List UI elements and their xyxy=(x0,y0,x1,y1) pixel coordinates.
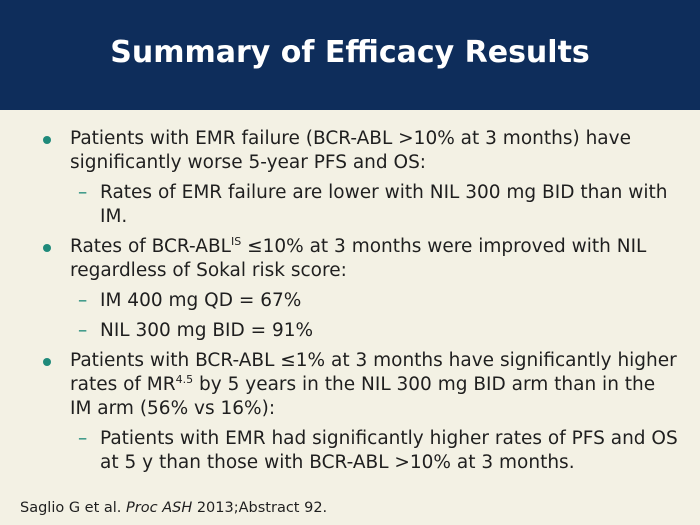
bullet-dot-icon xyxy=(43,358,51,366)
sub-bullet-text: NIL 300 mg BID = 91% xyxy=(100,320,314,341)
sub-bullet-text: Rates of EMR failure are lower with NIL … xyxy=(100,182,668,227)
title-bar: Summary of Efficacy Results xyxy=(0,0,700,110)
bullet-emr-failure: Patients with EMR failure (BCR-ABL >10% … xyxy=(38,127,678,175)
superscript-mr: 4.5 xyxy=(175,373,194,386)
bullet-text-post: ≤10% at 3 months were improved with NIL … xyxy=(70,236,647,281)
bullet-dot-icon xyxy=(43,244,51,252)
superscript-is: IS xyxy=(230,235,242,248)
bullet-mr45: Patients with BCR-ABL ≤1% at 3 months ha… xyxy=(38,349,678,421)
dash-icon: – xyxy=(78,182,88,203)
dash-icon: – xyxy=(78,290,88,311)
bullet-text-pre: Patients with BCR-ABL ≤1% at 3 months ha… xyxy=(70,350,677,395)
citation: Saglio G et al. Proc ASH 2013;Abstract 9… xyxy=(20,500,327,516)
bullet-text-post: by 5 years in the NIL 300 mg BID arm tha… xyxy=(70,374,656,419)
citation-journal: Proc ASH xyxy=(126,500,193,516)
bullet-bcr-abl-rates: Rates of BCR-ABLIS ≤10% at 3 months were… xyxy=(38,235,678,283)
slide-title: Summary of Efficacy Results xyxy=(110,34,590,70)
bullet-text-pre: Rates of BCR-ABL xyxy=(70,236,231,257)
bullet-list: Patients with EMR failure (BCR-ABL >10% … xyxy=(38,127,678,481)
citation-authors: Saglio G et al. xyxy=(20,500,127,516)
dash-icon: – xyxy=(78,428,88,449)
dash-icon: – xyxy=(78,320,88,341)
bullet-dot-icon xyxy=(43,136,51,144)
sub-bullet-nil: – NIL 300 mg BID = 91% xyxy=(38,319,678,343)
sub-bullet-text: IM 400 mg QD = 67% xyxy=(100,290,302,311)
bullet-text: Patients with EMR failure (BCR-ABL >10% … xyxy=(70,128,631,173)
citation-details: 2013;Abstract 92. xyxy=(192,500,328,516)
sub-bullet-im: – IM 400 mg QD = 67% xyxy=(38,289,678,313)
sub-bullet-text: Patients with EMR had significantly high… xyxy=(100,428,678,473)
sub-bullet-pfs-os: – Patients with EMR had significantly hi… xyxy=(38,427,678,475)
sub-bullet-emr-rates: – Rates of EMR failure are lower with NI… xyxy=(38,181,678,229)
